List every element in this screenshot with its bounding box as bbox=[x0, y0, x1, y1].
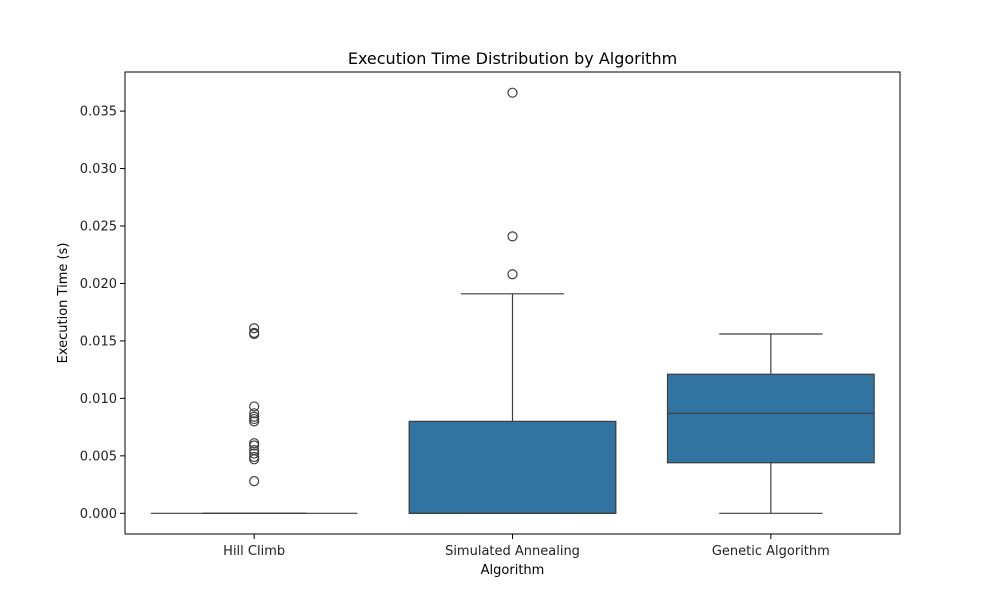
y-tick-label: 0.035 bbox=[80, 105, 117, 120]
outlier-point bbox=[249, 408, 260, 419]
outlier-point bbox=[249, 445, 260, 456]
y-axis-label: Execution Time (s) bbox=[56, 243, 71, 364]
box-genetic-algorithm bbox=[666, 333, 875, 514]
y-tick-label: 0.020 bbox=[80, 277, 117, 292]
x-axis: Hill Climb Simulated Annealing Genetic Alg… bbox=[223, 534, 830, 559]
box-hill-climb bbox=[150, 323, 358, 514]
x-tick-label: Genetic Algorithm bbox=[712, 544, 830, 559]
iqr-box bbox=[408, 420, 617, 514]
outlier-point bbox=[507, 87, 518, 98]
outlier-point bbox=[249, 323, 260, 334]
outlier-point bbox=[249, 448, 260, 459]
y-tick-label: 0.015 bbox=[80, 334, 117, 349]
boxes-group bbox=[150, 87, 875, 514]
y-tick-label: 0.005 bbox=[80, 449, 117, 464]
outlier-point bbox=[249, 476, 260, 487]
outlier-point bbox=[249, 411, 260, 422]
iqr-box bbox=[666, 373, 875, 464]
y-tick-label: 0.000 bbox=[80, 507, 117, 522]
outlier-point bbox=[249, 327, 260, 338]
outlier-point bbox=[507, 231, 518, 242]
chart-title: Execution Time Distribution by Algorithm bbox=[348, 49, 677, 68]
box-simulated-annealing bbox=[408, 87, 617, 514]
x-tick-label: Hill Climb bbox=[223, 544, 285, 559]
x-tick-label: Simulated Annealing bbox=[445, 544, 580, 559]
outlier-point bbox=[249, 401, 260, 412]
y-tick-label: 0.025 bbox=[80, 220, 117, 235]
outlier-point bbox=[507, 269, 518, 280]
outlier-point bbox=[249, 438, 260, 449]
y-axis: 0.000 0.005 0.010 0.015 0.020 0.025 0.030 0.035 bbox=[80, 105, 125, 522]
outlier-point bbox=[249, 451, 260, 463]
x-axis-label: Algorithm bbox=[481, 563, 545, 578]
y-tick-label: 0.010 bbox=[80, 392, 117, 407]
y-tick-label: 0.030 bbox=[80, 162, 117, 177]
